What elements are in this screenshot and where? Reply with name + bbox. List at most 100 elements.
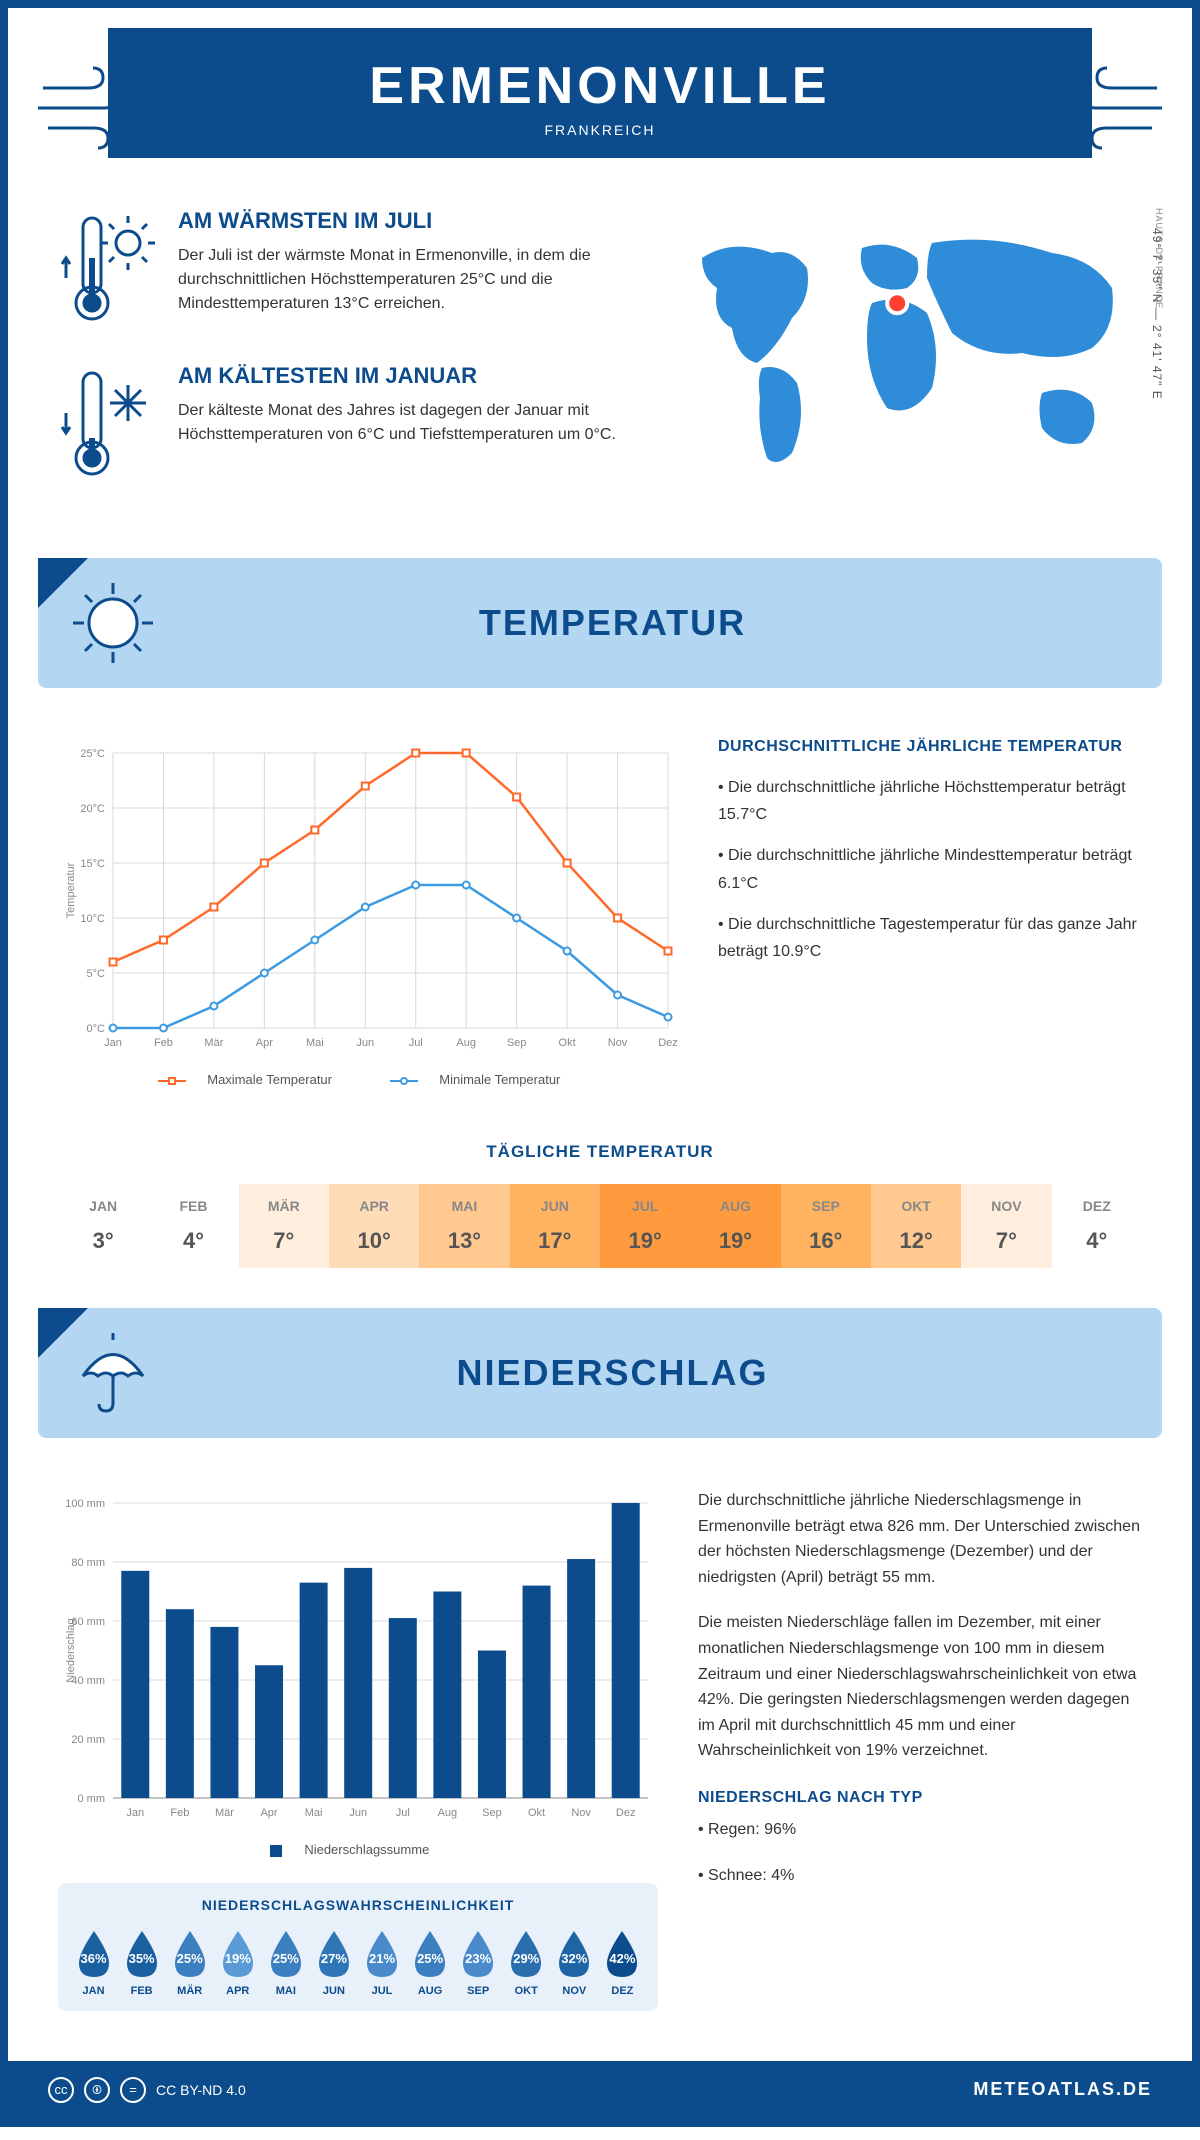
prob-title: NIEDERSCHLAGSWAHRSCHEINLICHKEIT xyxy=(72,1897,644,1913)
daily-cell: AUG19° xyxy=(690,1184,780,1268)
prob-drop: 32%NOV xyxy=(553,1927,596,1997)
sun-icon xyxy=(68,578,158,668)
thermometer-sun-icon xyxy=(58,208,158,328)
prob-drop: 36%JAN xyxy=(72,1927,115,1997)
svg-text:20°C: 20°C xyxy=(80,803,105,815)
svg-text:Mai: Mai xyxy=(305,1807,323,1819)
precip-p1: Die durchschnittliche jährliche Niedersc… xyxy=(698,1488,1142,1590)
svg-text:Apr: Apr xyxy=(260,1807,277,1819)
temp-desc-b3: • Die durchschnittliche Tagestemperatur … xyxy=(718,911,1142,965)
svg-text:Jan: Jan xyxy=(126,1807,144,1819)
precip-type-title: NIEDERSCHLAG NACH TYP xyxy=(698,1789,1142,1807)
svg-text:Apr: Apr xyxy=(256,1037,273,1049)
daily-cell: SEP16° xyxy=(781,1184,871,1268)
svg-text:Sep: Sep xyxy=(482,1807,502,1819)
svg-text:80 mm: 80 mm xyxy=(71,1557,105,1569)
svg-text:Jan: Jan xyxy=(104,1037,122,1049)
daily-cell: JUL19° xyxy=(600,1184,690,1268)
daily-cell: JUN17° xyxy=(510,1184,600,1268)
svg-text:Nov: Nov xyxy=(571,1807,591,1819)
warmest-text: Der Juli ist der wärmste Monat in Ermeno… xyxy=(178,244,632,316)
prob-drop: 35%FEB xyxy=(120,1927,163,1997)
temp-desc-title: DURCHSCHNITTLICHE JÄHRLICHE TEMPERATUR xyxy=(718,738,1142,756)
svg-text:Mär: Mär xyxy=(215,1807,234,1819)
coldest-title: AM KÄLTESTEN IM JANUAR xyxy=(178,363,632,389)
temp-desc-b1: • Die durchschnittliche jährliche Höchst… xyxy=(718,774,1142,828)
svg-text:Dez: Dez xyxy=(616,1807,636,1819)
daily-cell: JAN3° xyxy=(58,1184,148,1268)
precip-type-2: • Schnee: 4% xyxy=(698,1863,1142,1889)
daily-cell: FEB4° xyxy=(148,1184,238,1268)
svg-text:Aug: Aug xyxy=(438,1807,458,1819)
world-map: HAUTS-DE-FRANCE 49° 7' 35" N — 2° 41' 47… xyxy=(662,208,1142,518)
daily-cell: DEZ4° xyxy=(1052,1184,1142,1268)
coldest-block: AM KÄLTESTEN IM JANUAR Der kälteste Mona… xyxy=(58,363,632,483)
umbrella-icon xyxy=(68,1328,158,1418)
coords-label: 49° 7' 35" N — 2° 41' 47" E xyxy=(1150,228,1164,400)
svg-text:Feb: Feb xyxy=(170,1807,189,1819)
precip-p2: Die meisten Niederschläge fallen im Deze… xyxy=(698,1610,1142,1764)
svg-text:Feb: Feb xyxy=(154,1037,173,1049)
svg-text:0 mm: 0 mm xyxy=(78,1793,106,1805)
prob-drop: 29%OKT xyxy=(505,1927,548,1997)
precipitation-chart: 0 mm20 mm40 mm60 mm80 mm100 mmJanFebMärA… xyxy=(58,1488,658,1828)
prob-drop: 27%JUN xyxy=(312,1927,355,1997)
temperature-chart: 0°C 5°C 10°C 15°C 20°C 25°C Jan Feb Mär Apr Mai Jun… xyxy=(58,738,678,1058)
temp-legend: Maximale Temperatur Minimale Temperatur xyxy=(58,1072,678,1087)
prob-drop: 19%APR xyxy=(216,1927,259,1997)
svg-text:Jun: Jun xyxy=(356,1037,374,1049)
svg-text:15°C: 15°C xyxy=(80,858,105,870)
svg-text:Dez: Dez xyxy=(658,1037,678,1049)
svg-text:20 mm: 20 mm xyxy=(71,1734,105,1746)
daily-title: TÄGLICHE TEMPERATUR xyxy=(8,1142,1192,1162)
probability-panel: NIEDERSCHLAGSWAHRSCHEINLICHKEIT 36%JAN35… xyxy=(58,1883,658,2011)
section-temperature: TEMPERATUR xyxy=(38,558,1162,688)
license-text: CC BY-ND 4.0 xyxy=(156,2082,246,2098)
site-name: METEOATLAS.DE xyxy=(973,2079,1152,2100)
svg-text:5°C: 5°C xyxy=(87,968,106,980)
svg-text:25°C: 25°C xyxy=(80,748,105,760)
page-footer: cc 🅯 = CC BY-ND 4.0 METEOATLAS.DE xyxy=(8,2061,1192,2119)
page-subtitle: FRANKREICH xyxy=(128,122,1072,138)
prob-drop: 23%SEP xyxy=(457,1927,500,1997)
page-header: ERMENONVILLE FRANKREICH xyxy=(108,28,1092,158)
thermometer-snow-icon xyxy=(58,363,158,483)
precip-type-1: • Regen: 96% xyxy=(698,1817,1142,1843)
daily-cell: MAI13° xyxy=(419,1184,509,1268)
daily-cell: MÄR7° xyxy=(239,1184,329,1268)
warmest-title: AM WÄRMSTEN IM JULI xyxy=(178,208,632,234)
daily-cell: NOV7° xyxy=(961,1184,1051,1268)
warmest-block: AM WÄRMSTEN IM JULI Der Juli ist der wär… xyxy=(58,208,632,328)
daily-cell: APR10° xyxy=(329,1184,419,1268)
svg-text:Okt: Okt xyxy=(559,1037,576,1049)
daily-temp-grid: JAN3°FEB4°MÄR7°APR10°MAI13°JUN17°JUL19°A… xyxy=(58,1184,1142,1268)
svg-text:Nov: Nov xyxy=(608,1037,628,1049)
svg-text:Sep: Sep xyxy=(507,1037,527,1049)
section-title: NIEDERSCHLAG xyxy=(183,1352,1042,1394)
nd-icon: = xyxy=(120,2077,146,2103)
svg-text:Mär: Mär xyxy=(204,1037,223,1049)
svg-text:Temperatur: Temperatur xyxy=(65,862,77,918)
svg-text:Jul: Jul xyxy=(396,1807,410,1819)
section-precipitation: NIEDERSCHLAG xyxy=(38,1308,1162,1438)
svg-text:Mai: Mai xyxy=(306,1037,324,1049)
svg-text:Jul: Jul xyxy=(409,1037,423,1049)
svg-text:0°C: 0°C xyxy=(87,1023,106,1035)
prob-drop: 42%DEZ xyxy=(601,1927,644,1997)
svg-text:Niederschlag: Niederschlag xyxy=(65,1618,77,1682)
section-title: TEMPERATUR xyxy=(183,602,1042,644)
by-icon: 🅯 xyxy=(84,2077,110,2103)
prob-drop: 25%MAI xyxy=(264,1927,307,1997)
svg-text:Aug: Aug xyxy=(456,1037,476,1049)
prob-drop: 21%JUL xyxy=(360,1927,403,1997)
prob-drop: 25%MÄR xyxy=(168,1927,211,1997)
svg-text:10°C: 10°C xyxy=(80,913,105,925)
temp-desc-b2: • Die durchschnittliche jährliche Mindes… xyxy=(718,842,1142,896)
prob-drop: 25%AUG xyxy=(409,1927,452,1997)
page-title: ERMENONVILLE xyxy=(128,56,1072,116)
daily-cell: OKT12° xyxy=(871,1184,961,1268)
svg-text:100 mm: 100 mm xyxy=(65,1498,105,1510)
coldest-text: Der kälteste Monat des Jahres ist dagege… xyxy=(178,399,632,447)
svg-text:Jun: Jun xyxy=(349,1807,367,1819)
precip-legend: Niederschlagssumme xyxy=(58,1842,658,1858)
